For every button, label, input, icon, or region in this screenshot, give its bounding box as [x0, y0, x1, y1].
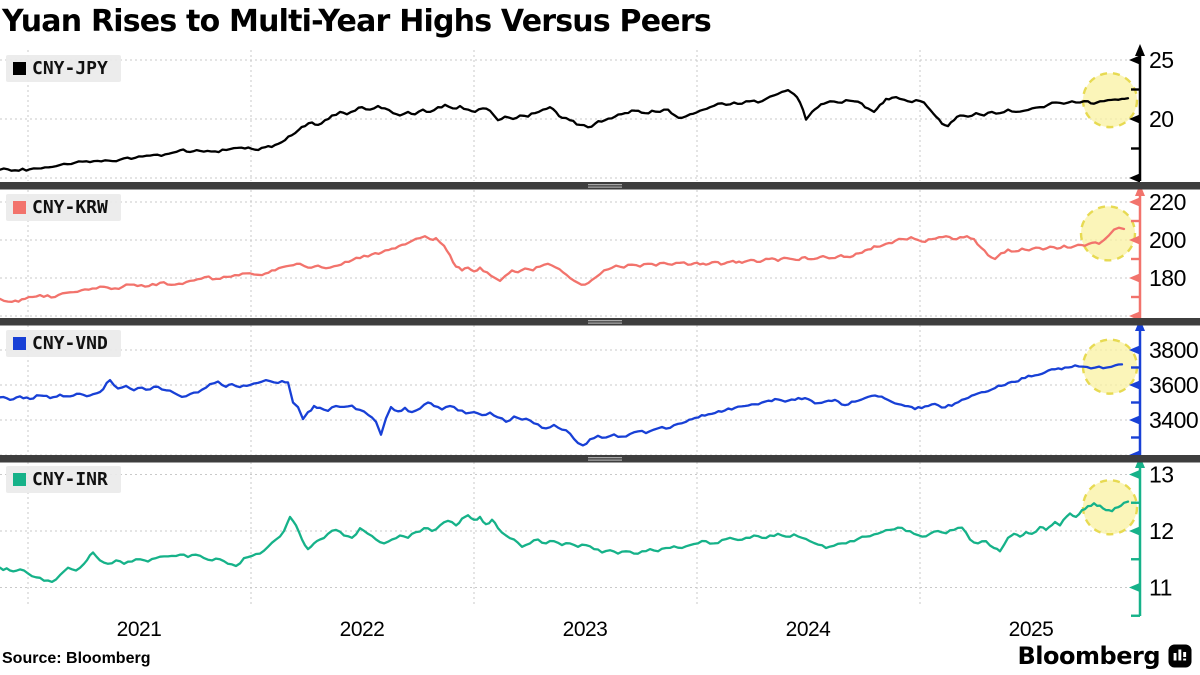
panel-cny-vnd: 3800 3600 3400 [0, 319, 1199, 460]
y-axis-cny-inr: 13 12 11 [1129, 456, 1174, 617]
panel-cny-inr: 13 12 11 [0, 456, 1174, 617]
highlight-circle-cny-krw [1079, 205, 1137, 262]
gridlines [0, 190, 1140, 318]
chart-title: Yuan Rises to Multi-Year Highs Versus Pe… [2, 4, 712, 39]
series-line-cny-vnd [0, 363, 1124, 447]
y-tick-label: 220 [1149, 189, 1186, 215]
x-axis-year-label: 2024 [785, 618, 831, 641]
series-line-cny-inr [0, 500, 1130, 584]
series-line-cny-jpy [0, 88, 1130, 172]
x-axis-year-label: 2021 [116, 618, 162, 641]
y-tick-label: 12 [1149, 518, 1174, 544]
panel-separator[interactable] [0, 455, 1200, 463]
legend-swatch-cny-vnd [13, 337, 26, 350]
y-tick-label: 25 [1149, 47, 1174, 73]
panel-separator[interactable] [0, 318, 1200, 326]
legend-label-cny-jpy: CNY-JPY [32, 58, 108, 79]
bloomberg-wordmark: Bloomberg [1018, 642, 1192, 670]
legend-swatch-cny-krw [13, 201, 26, 214]
legend-swatch-cny-jpy [13, 62, 26, 75]
legend-cny-jpy: CNY-JPY [6, 55, 121, 82]
y-tick-label: 20 [1149, 106, 1174, 132]
panel-separator[interactable] [0, 182, 1200, 190]
panel-cny-krw: 220 200 180 [0, 184, 1186, 321]
legend-label-cny-krw: CNY-KRW [32, 197, 108, 218]
gridlines [0, 462, 1140, 605]
legend-cny-krw: CNY-KRW [6, 194, 121, 221]
x-axis-year-label: 2023 [562, 618, 608, 641]
series-line-cny-krw [0, 226, 1126, 303]
y-axis-cny-vnd: 3800 3600 3400 [1129, 319, 1199, 460]
legend-cny-vnd: CNY-VND [6, 330, 121, 357]
x-axis-year-label: 2025 [1008, 618, 1054, 641]
y-axis-cny-jpy: 25 20 [1129, 44, 1174, 183]
source-note: Source: Bloomberg [2, 650, 151, 667]
y-tick-label: 3400 [1149, 407, 1198, 433]
legend-label-cny-vnd: CNY-VND [32, 333, 108, 354]
bloomberg-logo-icon [1168, 644, 1192, 668]
legend-label-cny-inr: CNY-INR [32, 469, 108, 490]
x-axis-year-label: 2022 [339, 618, 385, 641]
y-tick-label: 200 [1149, 227, 1186, 253]
panel-cny-jpy: 25 20 [0, 44, 1174, 183]
highlight-circle-cny-inr [1081, 479, 1139, 536]
y-tick-label: 11 [1149, 575, 1172, 601]
legend-swatch-cny-inr [13, 473, 26, 486]
gridlines [0, 325, 1140, 456]
y-tick-label: 180 [1149, 265, 1186, 291]
legend-cny-inr: CNY-INR [6, 466, 121, 493]
y-tick-label: 3800 [1149, 337, 1198, 363]
y-tick-label: 13 [1149, 462, 1174, 488]
bloomberg-brand-text: Bloomberg [1017, 642, 1161, 670]
y-tick-label: 3600 [1149, 372, 1198, 398]
y-axis-cny-krw: 220 200 180 [1129, 184, 1186, 321]
